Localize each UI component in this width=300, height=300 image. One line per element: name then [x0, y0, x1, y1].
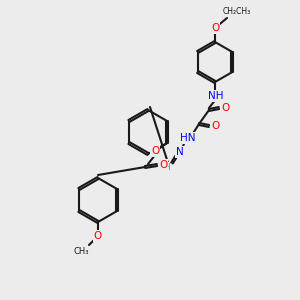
- Text: CH₂CH₃: CH₂CH₃: [223, 8, 251, 16]
- Text: O: O: [221, 103, 229, 113]
- Text: O: O: [211, 23, 219, 33]
- Text: HN: HN: [180, 133, 196, 143]
- Text: N: N: [176, 147, 184, 157]
- Text: H: H: [163, 163, 170, 172]
- Text: O: O: [211, 121, 219, 131]
- Text: O: O: [94, 231, 102, 241]
- Text: NH: NH: [208, 91, 224, 101]
- Text: O: O: [151, 146, 159, 156]
- Text: O: O: [159, 160, 167, 170]
- Text: CH₃: CH₃: [73, 247, 89, 256]
